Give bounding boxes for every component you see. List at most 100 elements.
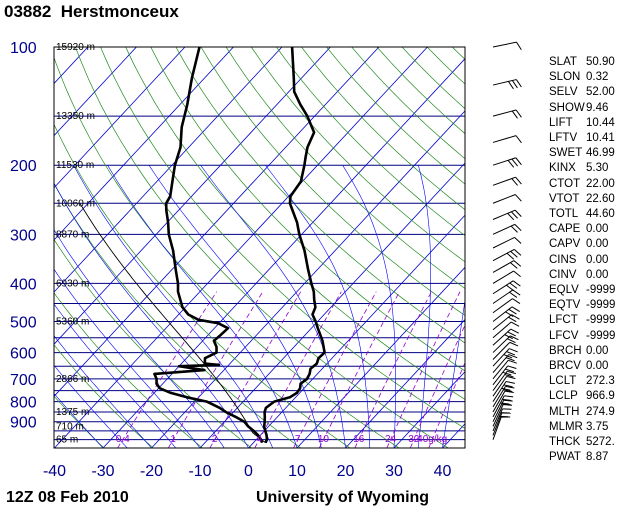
temperature-tick-label: -40: [43, 463, 66, 480]
wind-barb-feather: [508, 354, 518, 359]
height-label: 13350 m: [56, 111, 95, 122]
wind-barb-staff: [492, 376, 508, 397]
index-value: 22.00: [586, 177, 615, 190]
index-name: CINS: [549, 253, 577, 266]
index-value: 50.90: [586, 56, 615, 68]
mixing-ratio-line: [209, 291, 302, 448]
mixing-ratio-line: [293, 291, 377, 448]
wind-barb-feather: [509, 341, 519, 347]
index-value: 0.00: [586, 268, 609, 281]
wind-barb-feather: [510, 262, 518, 269]
dewpoint-profile: [153, 47, 264, 444]
index-row: CINS 0.00: [549, 253, 629, 268]
index-name: EQLV: [549, 284, 579, 297]
isotherm-line: [54, 47, 137, 137]
wind-barb-staff: [492, 321, 512, 339]
wind-barb-feather: [510, 335, 519, 341]
moist-adiabat-line: [54, 364, 128, 448]
isotherm-line: [393, 371, 465, 448]
wind-barb-feather: [512, 280, 521, 287]
mixing-ratio-line: [117, 291, 217, 448]
wind-barb-feather: [501, 387, 511, 391]
dry-adiabat-line: [251, 47, 465, 263]
mixing-ratio-line: [409, 324, 465, 448]
index-name: LFTV: [549, 132, 578, 145]
dry-adiabat-line: [54, 56, 400, 448]
parcel-path: [79, 203, 266, 444]
index-name: LCLP: [549, 390, 578, 403]
wind-barb-feather: [514, 224, 522, 232]
temperature-tick-label: 0: [244, 463, 253, 480]
stability-indices-table: SLAT 50.90 SLON 0.32 SELV 52.00 SHOW 9.46 LIFT 10…: [549, 55, 629, 465]
wind-barb-staff: [492, 298, 513, 314]
index-name: MLMR: [549, 420, 583, 433]
moist-adiabat-line: [54, 268, 201, 448]
index-name: LFCV: [549, 329, 579, 342]
temperature-tick-label: -20: [140, 463, 163, 480]
wind-barb-feather: [506, 284, 514, 291]
index-value: 272.3: [586, 375, 615, 388]
moist-adiabat-line: [54, 303, 177, 448]
index-value: 3.75: [586, 420, 609, 433]
wind-barb-staff: [492, 270, 514, 284]
wind-barb-feather: [515, 109, 522, 118]
pressure-tick-label: 600: [10, 346, 37, 363]
index-value: 274.9: [586, 405, 615, 418]
height-label: 11530 m: [56, 160, 94, 171]
mixing-ratio-label: 7: [295, 434, 301, 445]
index-value: 0.00: [586, 223, 609, 236]
index-row: LIFT 10.44: [549, 116, 629, 131]
wind-barb-staff: [492, 416, 502, 440]
wind-barb-feather: [512, 289, 521, 296]
wind-barb-feather: [505, 311, 514, 317]
wind-barb-feather: [502, 371, 512, 376]
dry-adiabat-line: [54, 292, 203, 448]
temperature-tick-label: 20: [337, 463, 355, 480]
index-name: LCLT: [549, 375, 577, 388]
wind-barb-staff: [492, 135, 517, 143]
mixing-ratio-label: 40g/kg: [417, 434, 447, 445]
index-row: BRCV 0.00: [549, 359, 629, 374]
index-value: 52.00: [586, 86, 615, 99]
wind-barb-feather: [509, 291, 518, 298]
index-row: TOTL 44.60: [549, 207, 629, 222]
pressure-tick-label: 200: [10, 158, 37, 175]
moist-adiabat-line: [442, 298, 465, 448]
wind-barb-feather: [505, 357, 515, 362]
mixing-ratio-label: 10: [318, 434, 330, 445]
temperature-profile: [262, 47, 326, 444]
wind-barb-feather: [515, 176, 522, 185]
index-row: CAPV 0.00: [549, 237, 629, 252]
index-value: -9999: [586, 329, 616, 342]
wind-barb-staff: [492, 41, 517, 48]
wind-barb-feather: [510, 321, 520, 327]
wind-barb-feather: [514, 237, 522, 244]
wind-barb-feather: [516, 41, 522, 51]
wind-barb-feather: [513, 260, 522, 267]
wind-barb-feather: [507, 365, 517, 370]
index-row: THCK 5272.: [549, 435, 629, 450]
index-row: KINX 5.30: [549, 161, 629, 176]
index-value: 44.60: [586, 208, 615, 221]
index-row: CAPE 0.00: [549, 222, 629, 237]
wind-barb-feather: [508, 359, 517, 364]
moist-adiabat-line: [73, 165, 274, 448]
wind-barb-feather: [510, 211, 518, 219]
index-name: EQTV: [549, 299, 581, 312]
index-row: CINV 0.00: [549, 268, 629, 283]
index-name: CTOT: [549, 177, 581, 190]
index-name: TOTL: [549, 208, 579, 221]
index-row: SWET 46.99: [549, 146, 629, 161]
mixing-ratio-line: [386, 291, 461, 448]
dry-adiabat-line: [75, 47, 449, 448]
wind-barb-feather: [507, 212, 515, 221]
index-value: 10.44: [586, 116, 615, 129]
index-value: 22.60: [586, 192, 615, 205]
wind-barb-feather: [504, 374, 514, 378]
pressure-tick-label: 100: [10, 40, 37, 57]
station-name: Herstmonceux: [60, 2, 179, 21]
mixing-ratio-label: 32: [408, 434, 420, 445]
moist-adiabat-line: [54, 393, 104, 448]
wind-barb-staff: [492, 236, 515, 249]
index-value: 966.9: [586, 390, 615, 403]
